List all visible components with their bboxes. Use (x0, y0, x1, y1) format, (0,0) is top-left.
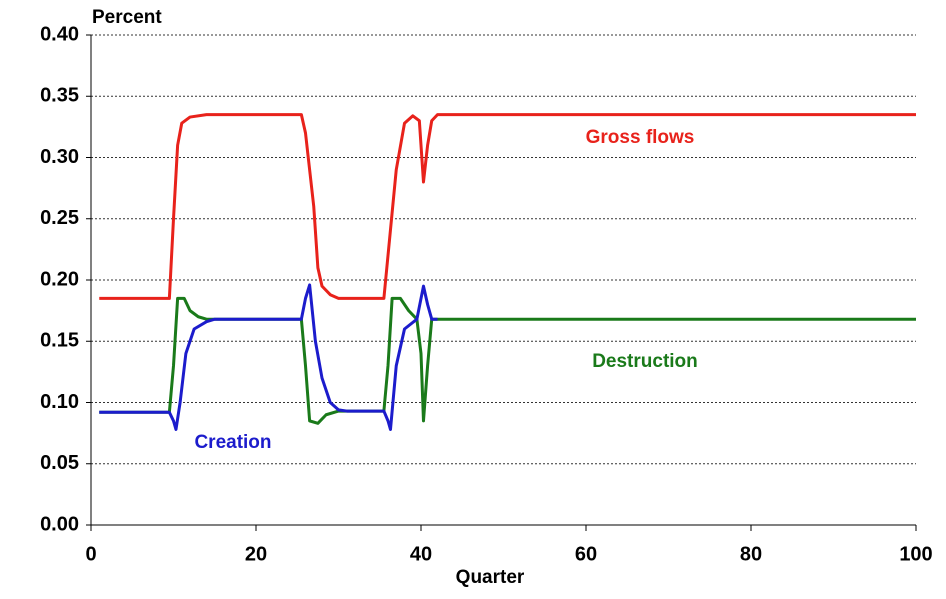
y-tick-label: 0.05 (40, 452, 79, 474)
series-line (99, 283, 438, 431)
y-tick-label: 0.10 (40, 391, 79, 413)
x-tick-label: 0 (85, 543, 96, 565)
series-label: Gross flows (586, 127, 695, 148)
y-tick-label: 0.30 (40, 146, 79, 168)
x-tick-label: 60 (575, 543, 597, 565)
x-tick-label: 20 (245, 543, 267, 565)
x-tick-label: 100 (899, 543, 932, 565)
series-label: Destruction (592, 351, 698, 372)
y-tick-label: 0.40 (40, 23, 79, 45)
y-tick-label: 0.00 (40, 513, 79, 535)
y-axis-label: Percent (92, 7, 162, 28)
x-tick-label: 80 (740, 543, 762, 565)
y-tick-label: 0.20 (40, 268, 79, 290)
x-axis-label: Quarter (456, 567, 525, 588)
series-line (99, 113, 916, 300)
y-tick-label: 0.25 (40, 207, 79, 229)
series-line (99, 296, 916, 425)
series-label: Creation (194, 432, 271, 453)
x-tick-label: 40 (410, 543, 432, 565)
y-tick-label: 0.35 (40, 85, 79, 107)
y-tick-label: 0.15 (40, 330, 79, 352)
